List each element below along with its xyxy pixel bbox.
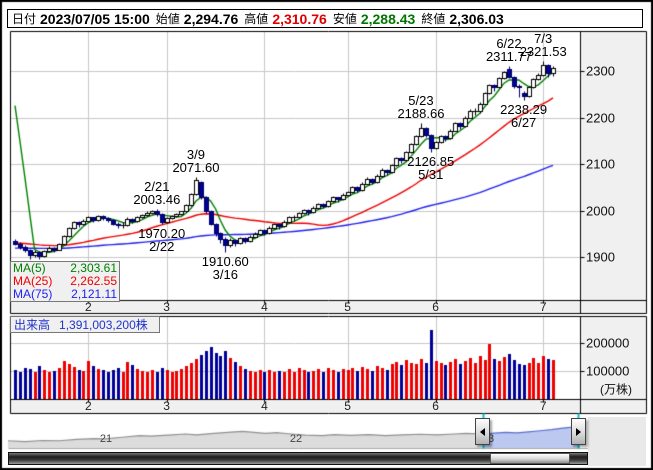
volume-axis-tick: 200000 xyxy=(586,335,630,351)
close-label: 終値 xyxy=(421,12,446,26)
swing-annotation: 7/3 2321.53 xyxy=(519,30,567,59)
low-label: 安値 xyxy=(332,12,357,26)
open-value: 2,294.76 xyxy=(183,10,239,27)
price-axis-tick: 2300 xyxy=(586,63,615,79)
swing-annotation: 2238.29 6/27 xyxy=(500,101,548,130)
nav-right-filler xyxy=(588,417,646,466)
ma25-row: MA(25) 2,262.55 xyxy=(13,275,117,288)
ma75-value: 2,121.11 xyxy=(71,287,117,301)
left-arrow-icon xyxy=(480,427,485,436)
ma75-row: MA(75) 2,121.11 xyxy=(13,288,117,301)
volume-header: 出来高 1,391,003,200株 xyxy=(10,316,160,333)
swing-annotation: 3/9 2071.60 xyxy=(172,147,220,176)
ma75-label: MA(75) xyxy=(13,287,53,301)
month-label: 7 xyxy=(539,399,547,413)
swing-annotation: 1970.20 2/22 xyxy=(138,226,186,255)
ma5-value: 2,303.61 xyxy=(70,261,117,275)
swing-annotation: 2/21 2003.46 xyxy=(133,178,181,207)
range-right-arrow-button[interactable] xyxy=(571,418,586,445)
volume-value: 1,391,003,200株 xyxy=(59,318,148,332)
month-label: 5 xyxy=(344,300,351,314)
date-value: 2023/07/05 15:00 xyxy=(40,10,150,27)
price-axis-tick: 2200 xyxy=(586,110,615,125)
volume-axis-unit: (万株) xyxy=(600,382,632,397)
ma25-value: 2,262.55 xyxy=(70,274,117,288)
nav-year-label: 21 xyxy=(99,433,113,445)
high-value: 2,310.76 xyxy=(272,10,327,27)
horizontal-scrollbar-track[interactable] xyxy=(8,452,588,465)
nav-range-selector[interactable] xyxy=(8,418,580,448)
range-left-arrow-button[interactable] xyxy=(475,418,490,445)
swing-annotation: 5/23 2188.66 xyxy=(397,92,445,121)
month-label: 3 xyxy=(163,399,170,413)
close-value: 2,306.03 xyxy=(449,10,504,27)
quote-header-bar: 日付 2023/07/05 15:00 始値 2,294.76 高値 2,310… xyxy=(7,9,643,28)
nav-year-label: 3 xyxy=(487,433,495,445)
volume-axis-tick: 100000 xyxy=(586,363,630,379)
volume-label: 出来高 xyxy=(14,318,51,332)
ma5-row: MA(5) 2,303.61 xyxy=(13,262,117,275)
price-axis-tick: 2000 xyxy=(586,203,615,218)
ma25-label: MA(25) xyxy=(13,274,53,288)
ma-legend: MA(5) 2,303.61 MA(25) 2,262.55 MA(75) 2,… xyxy=(10,261,120,302)
swing-annotation: 1910.60 3/16 xyxy=(201,254,249,283)
month-label: 4 xyxy=(261,399,268,413)
open-label: 始値 xyxy=(155,12,180,26)
right-arrow-icon xyxy=(576,427,581,436)
date-label: 日付 xyxy=(12,12,37,26)
price-axis-tick: 1900 xyxy=(586,249,615,265)
month-label: 5 xyxy=(344,399,351,413)
price-axis-tick: 2100 xyxy=(586,156,615,172)
month-label: 2 xyxy=(85,300,92,314)
month-label: 2 xyxy=(85,399,92,413)
nav-year-label: 22 xyxy=(289,433,303,445)
month-label: 6 xyxy=(432,300,439,314)
horizontal-scrollbar-thumb[interactable] xyxy=(490,453,570,464)
month-label: 6 xyxy=(432,399,439,413)
swing-annotation: 6/22 2311.77 xyxy=(485,35,532,64)
month-label: 7 xyxy=(539,300,547,314)
month-label: 3 xyxy=(163,300,170,314)
high-label: 高値 xyxy=(244,12,269,26)
ma5-label: MA(5) xyxy=(13,261,46,275)
low-value: 2,288.43 xyxy=(360,10,416,27)
swing-annotation: 2126.85 5/31 xyxy=(407,153,455,182)
month-label: 4 xyxy=(261,300,268,314)
